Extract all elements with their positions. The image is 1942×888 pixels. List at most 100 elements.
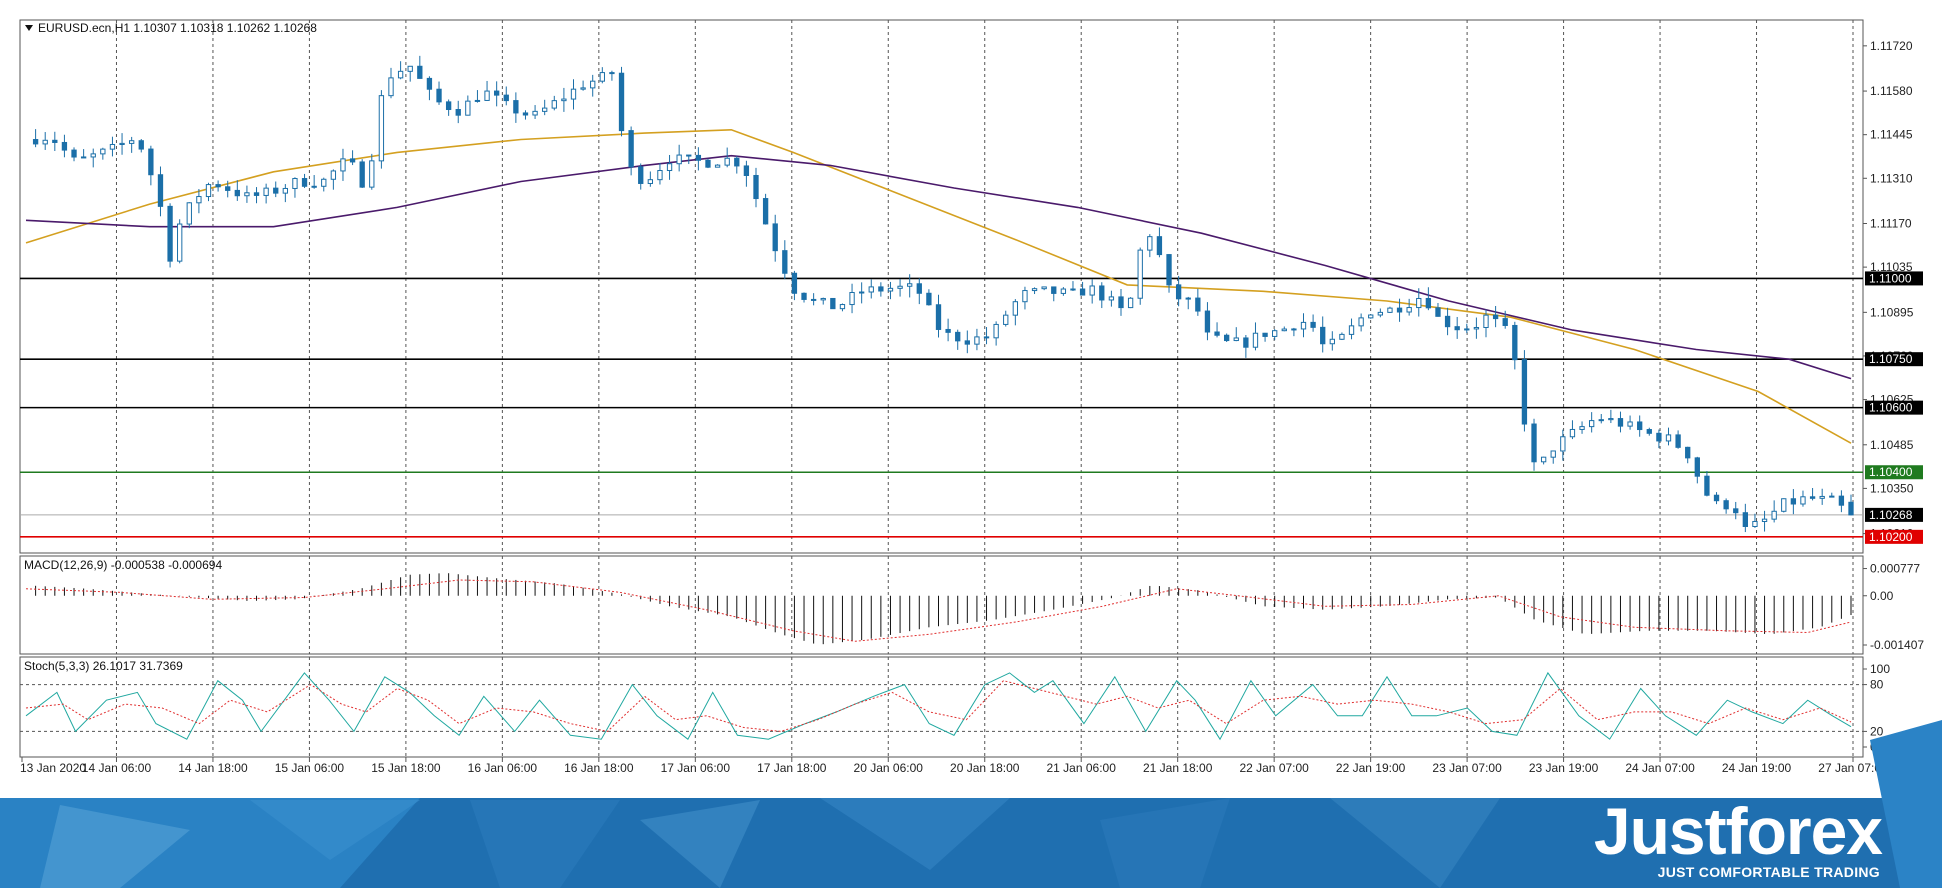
- brand-tagline: JUST COMFORTABLE TRADING: [1657, 864, 1880, 880]
- macd-panel: [19, 555, 1864, 655]
- price-tick-label: 1.11170: [1870, 217, 1912, 231]
- candle-body: [820, 297, 826, 301]
- candle-body: [695, 154, 702, 161]
- candle-body: [474, 99, 481, 102]
- candle-body: [503, 94, 509, 102]
- candle-body: [926, 292, 932, 306]
- moving-average-line: [25, 154, 1852, 380]
- candle-body: [1723, 500, 1729, 510]
- candle-body: [1425, 297, 1432, 309]
- candle-body: [1790, 498, 1797, 505]
- level-tag-label: 1.10268: [1869, 508, 1913, 522]
- x-tick-label: 24 Jan 07:00: [1625, 761, 1695, 775]
- candle-body: [1637, 421, 1643, 431]
- candle-body: [676, 154, 682, 165]
- candle-body: [292, 178, 298, 189]
- candle-body: [1396, 307, 1403, 313]
- candle-body: [1147, 236, 1153, 251]
- candle-body: [935, 304, 942, 330]
- brand-banner: [0, 720, 1942, 888]
- candle-body: [196, 196, 202, 204]
- candle-body: [1540, 456, 1547, 463]
- candle-body: [407, 65, 413, 72]
- candle-body: [916, 283, 922, 294]
- candle-body: [762, 198, 769, 225]
- candle-body: [638, 166, 644, 184]
- x-tick-label: 14 Jan 06:00: [82, 761, 152, 775]
- candle-body: [858, 291, 865, 294]
- candle-body: [417, 65, 423, 79]
- candle-body: [426, 77, 433, 90]
- candle-body: [445, 101, 452, 111]
- candle-body: [1608, 418, 1614, 421]
- candle-body: [734, 157, 740, 167]
- macd-tick-label: -0.001407: [1870, 638, 1924, 652]
- candle-body: [1300, 321, 1307, 330]
- price-tick-label: 1.11720: [1870, 39, 1913, 53]
- candle-body: [369, 160, 375, 188]
- candle-body: [330, 170, 337, 180]
- candle-body: [1243, 337, 1249, 348]
- candle-body: [1829, 495, 1835, 498]
- candle-body: [1262, 332, 1268, 337]
- candle-body: [1079, 288, 1086, 296]
- candle-body: [311, 185, 317, 188]
- level-tag: [1865, 465, 1923, 480]
- candle-body: [484, 90, 490, 101]
- candle-body: [974, 336, 980, 345]
- candle-body: [782, 250, 788, 274]
- candle-body: [1550, 450, 1556, 458]
- macd-tick-label: 0.000777: [1870, 562, 1920, 576]
- stoch-k-line: [25, 671, 1852, 741]
- candle-body: [887, 287, 894, 292]
- candle-body: [1089, 285, 1095, 296]
- candle-body: [100, 148, 106, 155]
- candle-body: [839, 304, 846, 310]
- candle-body: [128, 140, 135, 144]
- candlesticks: [32, 55, 1854, 533]
- candle-body: [1761, 518, 1768, 522]
- candle-body: [791, 272, 798, 294]
- candle-body: [1694, 457, 1700, 477]
- candle-body: [1627, 421, 1633, 427]
- candle-body: [1329, 338, 1335, 345]
- vertical-gridlines: [115, 20, 1854, 757]
- candle-body: [551, 100, 557, 109]
- candle-body: [1041, 286, 1047, 290]
- candle-body: [1531, 423, 1537, 463]
- candle-body: [1464, 328, 1470, 331]
- candle-body: [1031, 288, 1038, 292]
- candle-body: [878, 286, 884, 292]
- x-tick-label: 14 Jan 18:00: [178, 761, 248, 775]
- candle-body: [810, 298, 817, 301]
- x-tick-label: 24 Jan 19:00: [1722, 761, 1792, 775]
- candle-body: [1521, 359, 1528, 425]
- candle-body: [868, 286, 874, 293]
- candle-body: [1118, 296, 1124, 309]
- candle-body: [1848, 501, 1854, 516]
- candle-body: [1156, 236, 1163, 256]
- stoch-tick-label: 100: [1870, 662, 1890, 676]
- candle-body: [71, 149, 77, 158]
- dropdown-triangle-icon[interactable]: [25, 25, 33, 31]
- level-tag-label: 1.10200: [1869, 530, 1913, 544]
- candle-body: [647, 179, 654, 184]
- price-tick-label: 1.11035: [1870, 260, 1913, 274]
- candle-body: [1281, 328, 1287, 332]
- candle-body: [1742, 512, 1749, 527]
- candle-body: [522, 112, 529, 116]
- candle-body: [657, 170, 663, 181]
- candle-body: [1060, 288, 1067, 294]
- moving-average-lines: [25, 128, 1852, 444]
- price-tick-label: 1.10895: [1870, 305, 1914, 319]
- candle-body: [205, 184, 212, 198]
- candle-body: [1800, 496, 1806, 505]
- candle-body: [686, 154, 692, 157]
- candle-body: [186, 202, 192, 225]
- x-tick-label: 17 Jan 18:00: [757, 761, 827, 775]
- level-tag: [1865, 271, 1923, 286]
- candle-body: [580, 87, 586, 90]
- candle-body: [1781, 498, 1787, 512]
